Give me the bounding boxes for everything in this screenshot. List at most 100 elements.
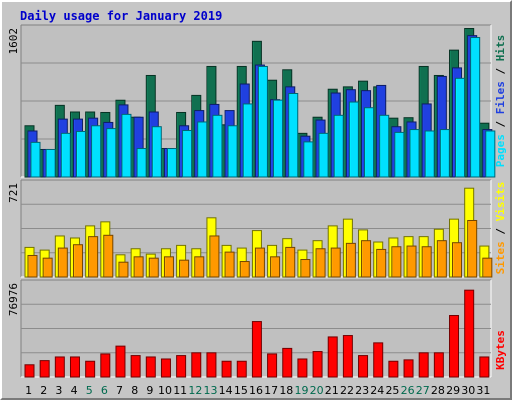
day-label-1: 1 — [25, 384, 32, 397]
bar-sites-day-15 — [240, 261, 250, 277]
bar-outline — [361, 240, 372, 278]
bar-outline — [391, 246, 402, 278]
day-label-18: 18 — [279, 384, 293, 397]
bar-sites-day-19 — [300, 259, 310, 277]
y-max-label: 721 — [7, 183, 20, 203]
bar-outline — [409, 129, 420, 178]
day-label-19: 19 — [294, 384, 308, 397]
bar-outline — [388, 360, 399, 378]
bar-outline — [227, 125, 238, 178]
bar-kbytes-day-31 — [479, 356, 489, 377]
bar-outline — [418, 352, 429, 378]
bar-pages-day-17 — [273, 100, 283, 177]
bar-kbytes-day-3 — [55, 356, 65, 377]
bar-outline — [285, 246, 296, 278]
bar-sites-day-3 — [58, 248, 68, 277]
bar-outline — [452, 242, 463, 278]
bar-sites-day-30 — [467, 220, 477, 277]
bar-pages-day-31 — [485, 130, 495, 177]
day-label-21: 21 — [325, 384, 339, 397]
bar-sites-day-21 — [331, 248, 341, 277]
bar-kbytes-day-27 — [419, 352, 429, 377]
bar-outline — [57, 247, 68, 278]
bar-pages-day-24 — [379, 115, 389, 177]
bar-outline — [100, 353, 111, 378]
bar-sites-day-13 — [209, 235, 219, 277]
day-label-27: 27 — [416, 384, 430, 397]
bar-outline — [242, 103, 253, 178]
bar-outline — [148, 257, 159, 278]
bar-outline — [270, 256, 281, 278]
bar-outline — [421, 246, 432, 278]
bar-outline — [379, 114, 390, 178]
day-label-30: 30 — [461, 384, 475, 397]
bar-outline — [85, 360, 96, 378]
series-kbytes — [24, 289, 490, 378]
bar-outline — [455, 77, 466, 178]
bar-outline — [212, 114, 223, 178]
bar-outline — [485, 130, 496, 178]
bar-outline — [239, 261, 250, 278]
bar-pages-day-8 — [137, 148, 147, 177]
day-label-29: 29 — [446, 384, 460, 397]
bar-sites-day-25 — [391, 246, 401, 277]
bar-outline — [209, 235, 220, 278]
legend-separator: / — [494, 61, 507, 81]
bar-outline — [151, 126, 162, 178]
bar-kbytes-day-25 — [388, 361, 398, 377]
bar-outline — [318, 132, 329, 178]
bar-pages-day-21 — [334, 115, 344, 177]
bar-outline — [221, 360, 232, 378]
bar-pages-day-14 — [228, 125, 238, 177]
bar-kbytes-day-23 — [358, 355, 368, 377]
bar-kbytes-day-8 — [131, 355, 141, 377]
bar-sites-day-14 — [225, 252, 235, 277]
bar-outline — [364, 107, 375, 178]
bar-outline — [479, 356, 490, 378]
bar-outline — [88, 236, 99, 278]
bar-sites-day-22 — [346, 243, 356, 277]
bar-outline — [297, 358, 308, 378]
bar-outline — [257, 65, 268, 178]
bar-sites-day-29 — [452, 242, 462, 277]
bar-outline — [433, 352, 444, 378]
bar-kbytes-day-5 — [85, 361, 95, 377]
series-pages — [30, 37, 496, 178]
bar-outline — [106, 128, 117, 178]
bar-pages-day-13 — [212, 115, 222, 177]
day-label-25: 25 — [385, 384, 399, 397]
legend-kbytes: KBytes — [494, 330, 507, 370]
panel-hits_files_pages: 1602 Pages / Files / Hits — [7, 24, 507, 178]
bar-outline — [115, 345, 126, 378]
bar-kbytes-day-30 — [464, 290, 474, 377]
y-max-label: 76976 — [7, 283, 20, 316]
bar-pages-day-20 — [319, 133, 329, 177]
day-label-4: 4 — [71, 384, 78, 397]
bar-sites-day-16 — [255, 248, 265, 277]
day-label-22: 22 — [340, 384, 354, 397]
bar-kbytes-day-21 — [328, 336, 338, 377]
bar-kbytes-day-24 — [373, 342, 383, 377]
bar-kbytes-day-9 — [146, 356, 156, 377]
bar-files-day-8 — [134, 117, 144, 177]
day-label-9: 9 — [146, 384, 153, 397]
bar-outline — [75, 130, 86, 178]
bar-sites-day-24 — [376, 249, 386, 277]
bar-outline — [273, 99, 284, 178]
bar-outline — [236, 360, 247, 378]
bar-pages-day-22 — [349, 102, 359, 177]
panel-kbytes: 76976 KBytes — [7, 279, 507, 378]
bar-outline — [179, 259, 190, 278]
day-label-3: 3 — [55, 384, 62, 397]
bar-outline — [72, 244, 83, 278]
day-label-11: 11 — [173, 384, 187, 397]
bar-pages-day-7 — [121, 114, 131, 177]
bar-outline — [376, 248, 387, 278]
day-label-26: 26 — [401, 384, 415, 397]
bar-kbytes-day-20 — [313, 351, 323, 377]
bar-kbytes-day-17 — [267, 353, 277, 377]
bar-kbytes-day-12 — [191, 352, 201, 377]
day-label-20: 20 — [310, 384, 324, 397]
bar-pages-day-25 — [394, 132, 404, 177]
bar-sites-day-11 — [179, 260, 189, 277]
